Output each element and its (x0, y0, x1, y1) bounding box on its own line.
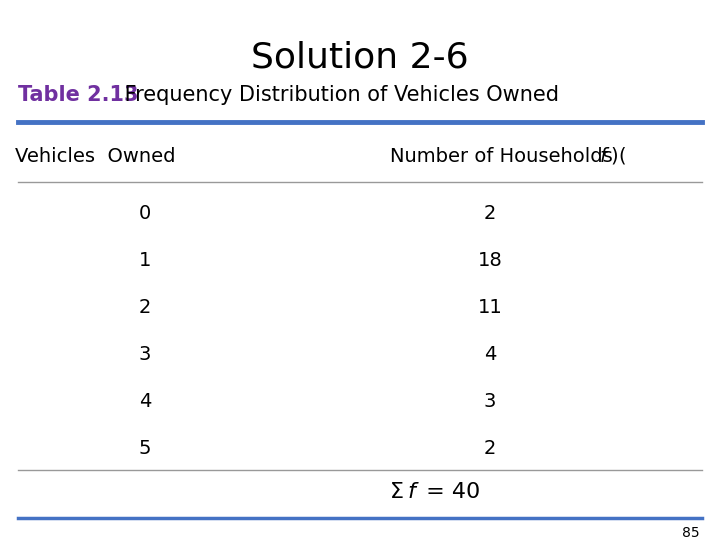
Text: 2: 2 (484, 204, 496, 223)
Text: Vehicles  Owned: Vehicles Owned (14, 147, 175, 166)
Text: Frequency Distribution of Vehicles Owned: Frequency Distribution of Vehicles Owned (118, 85, 559, 105)
Text: f: f (600, 147, 607, 166)
Text: Number of Households (: Number of Households ( (390, 147, 626, 166)
Text: 3: 3 (484, 392, 496, 411)
Text: 4: 4 (139, 392, 151, 411)
Text: Σ: Σ (390, 482, 404, 502)
Text: = 40: = 40 (419, 482, 480, 502)
Text: f: f (407, 482, 415, 502)
Text: 18: 18 (477, 251, 503, 270)
Text: 2: 2 (484, 439, 496, 458)
Text: Solution 2-6: Solution 2-6 (251, 40, 469, 74)
Text: 5: 5 (139, 439, 151, 458)
Text: 11: 11 (477, 298, 503, 317)
Text: 1: 1 (139, 251, 151, 270)
Text: 2: 2 (139, 298, 151, 317)
Text: ): ) (610, 147, 618, 166)
Text: 0: 0 (139, 204, 151, 223)
Text: 4: 4 (484, 345, 496, 364)
Text: 3: 3 (139, 345, 151, 364)
Text: 85: 85 (683, 526, 700, 540)
Text: Table 2.13: Table 2.13 (18, 85, 138, 105)
